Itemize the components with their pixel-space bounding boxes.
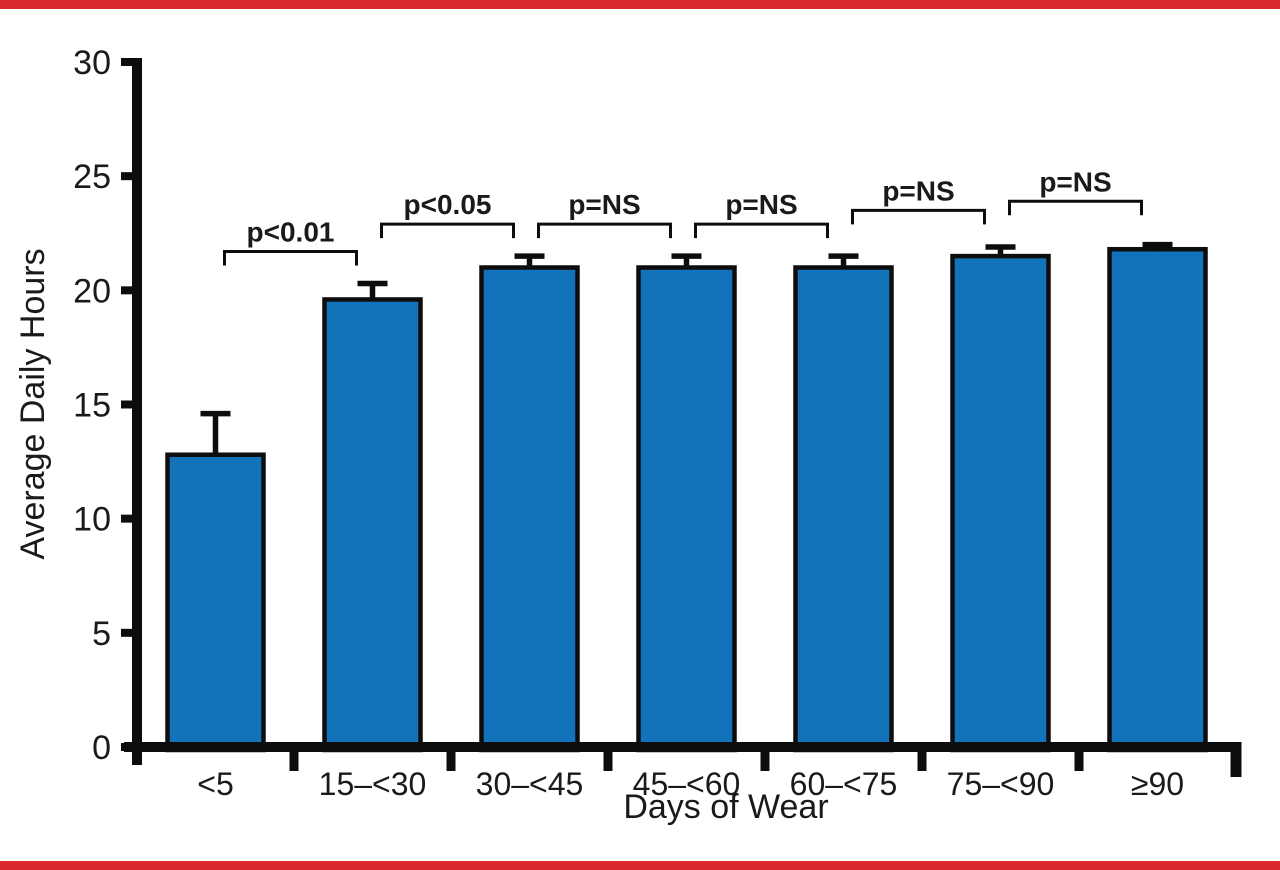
x-tick (1074, 750, 1084, 771)
x-tick (289, 750, 299, 771)
x-axis-end-tick (1230, 742, 1242, 777)
bar (950, 253, 1051, 753)
bar (165, 452, 266, 753)
x-tick-label: <5 (197, 766, 233, 802)
significance-bracket (223, 250, 358, 266)
y-tick (121, 743, 137, 751)
bar (322, 297, 423, 753)
x-tick-label: 45–<60 (633, 766, 741, 802)
significance-bracket (537, 222, 672, 239)
y-tick (121, 286, 137, 295)
bar (793, 265, 894, 753)
significance-label: p<0.05 (404, 189, 492, 220)
y-axis-title: Average Daily Hours (14, 248, 52, 559)
x-tick-label: 75–<90 (947, 766, 1055, 802)
y-tick-label: 30 (73, 44, 111, 82)
significance-label: p=NS (1039, 166, 1111, 197)
y-tick (121, 400, 137, 409)
x-tick (446, 750, 456, 771)
y-tick (121, 172, 137, 181)
x-axis-line (124, 742, 1240, 752)
y-tick-label: 15 (73, 387, 111, 425)
x-tick (603, 750, 613, 771)
x-tick-label: 60–<75 (790, 766, 898, 802)
bar (1107, 246, 1208, 753)
y-tick (121, 58, 137, 66)
significance-bracket (380, 222, 515, 239)
x-tick-label: 15–<30 (319, 766, 427, 802)
y-axis-line (132, 58, 142, 765)
significance-bracket (851, 208, 986, 225)
bar (479, 265, 580, 753)
significance-label: p<0.01 (247, 217, 335, 248)
significance-label: p=NS (882, 175, 954, 206)
top-red-rule (0, 0, 1280, 9)
x-tick (760, 750, 770, 771)
x-tick (917, 750, 927, 771)
x-tick-label: 30–<45 (476, 766, 584, 802)
significance-bracket (694, 222, 829, 239)
significance-label: p=NS (568, 189, 640, 220)
bottom-red-rule (0, 861, 1280, 870)
y-tick-label: 25 (73, 158, 111, 196)
y-tick-label: 10 (73, 501, 111, 539)
x-axis-title: Days of Wear (623, 788, 828, 826)
y-tick (121, 514, 137, 523)
bar (636, 265, 737, 753)
y-tick-label: 5 (92, 615, 111, 653)
plot-area: 0 5 10 15 20 25 30 <5 15–<30 30–<45 45–<60 60–<75 75… (73, 44, 1242, 802)
y-tick-label: 0 (92, 729, 111, 767)
significance-bracket (1008, 199, 1143, 216)
y-tick-label: 20 (73, 272, 111, 310)
y-tick (121, 628, 137, 637)
significance-label: p=NS (725, 189, 797, 220)
x-tick-label: ≥90 (1131, 766, 1184, 802)
